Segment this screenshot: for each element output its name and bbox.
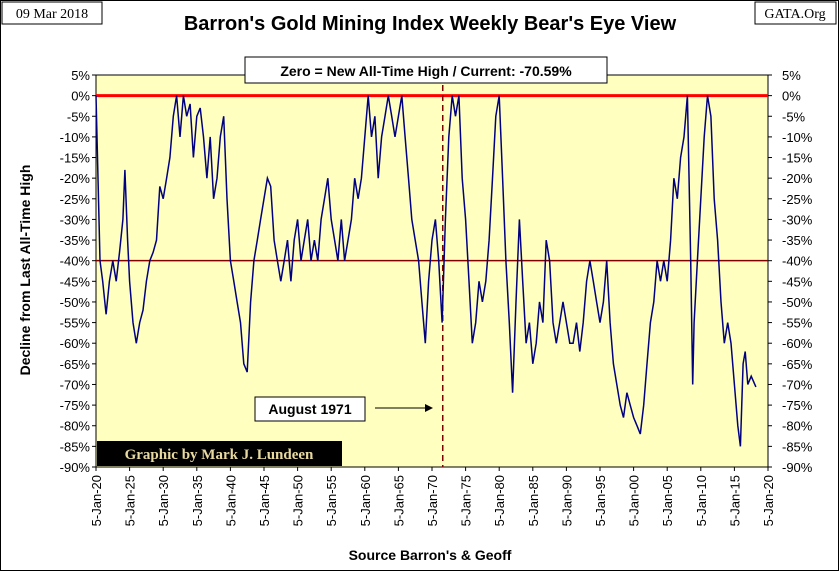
y-tick-label: -80% — [60, 419, 91, 434]
y2-tick-label: -10% — [782, 130, 813, 145]
y2-tick-label: -40% — [782, 254, 813, 269]
y2-tick-label: -85% — [782, 439, 813, 454]
y2-tick-label: 5% — [782, 68, 801, 83]
y2-tick-label: -90% — [782, 460, 813, 475]
annotation-box — [244, 56, 608, 84]
y-axis-label: Decline from Last All-Time High — [17, 165, 33, 376]
x-tick-label: 5-Jan-25 — [123, 475, 138, 526]
y-tick-label: -30% — [60, 212, 91, 227]
credit: Graphic by Mark J. Lundeen — [125, 447, 314, 463]
y2-tick-label: -30% — [782, 212, 813, 227]
x-axis-label: Source Barron's & Geoff — [349, 547, 512, 563]
y2-tick-label: -80% — [782, 419, 813, 434]
x-tick-label: 5-Jan-70 — [425, 475, 440, 526]
x-tick-label: 5-Jan-85 — [526, 475, 541, 526]
y2-tick-label: -50% — [782, 295, 813, 310]
x-tick-label: 5-Jan-20 — [761, 475, 776, 526]
index-line — [95, 95, 757, 447]
x-tick-label: 5-Jan-05 — [660, 475, 675, 526]
date-box — [1, 1, 103, 25]
y-tick-label: -90% — [60, 460, 91, 475]
x-tick-label: 5-Jan-65 — [391, 475, 406, 526]
y-tick-label: -35% — [60, 233, 91, 248]
y-tick-label: -85% — [60, 439, 91, 454]
x-tick-label: 5-Jan-80 — [492, 475, 507, 526]
x-tick-label: 5-Jan-50 — [291, 475, 306, 526]
y-tick-label: 5% — [71, 68, 90, 83]
y-tick-label: -60% — [60, 336, 91, 351]
x-tick-label: 5-Jan-95 — [593, 475, 608, 526]
annotation: Zero = New All-Time High / Current: -70.… — [280, 63, 572, 79]
x-tick-label: 5-Jan-45 — [257, 475, 272, 526]
y-tick-label: -40% — [60, 254, 91, 269]
site-box — [754, 1, 837, 25]
y2-tick-label: -75% — [782, 398, 813, 413]
y2-tick-label: -70% — [782, 377, 813, 392]
y-tick-label: -70% — [60, 377, 91, 392]
y-tick-label: -45% — [60, 274, 91, 289]
y-tick-label: -10% — [60, 130, 91, 145]
x-tick-label: 5-Jan-60 — [358, 475, 373, 526]
x-tick-label: 5-Jan-10 — [694, 475, 709, 526]
y2-tick-label: -60% — [782, 336, 813, 351]
y2-tick-label: -45% — [782, 274, 813, 289]
chart-title: Barron's Gold Mining Index Weekly Bear's… — [184, 13, 677, 35]
y2-tick-label: -55% — [782, 316, 813, 331]
arrow-head — [425, 404, 433, 412]
y-tick-label: -50% — [60, 295, 91, 310]
y-tick-label: -20% — [60, 171, 91, 186]
x-tick-label: 5-Jan-35 — [190, 475, 205, 526]
y2-tick-label: -65% — [782, 357, 813, 372]
y-tick-label: 0% — [71, 89, 90, 104]
x-tick-label: 5-Jan-55 — [324, 475, 339, 526]
x-tick-label: 5-Jan-15 — [727, 475, 742, 526]
x-tick-label: 5-Jan-30 — [156, 475, 171, 526]
y2-tick-label: 0% — [782, 89, 801, 104]
y2-tick-label: -20% — [782, 171, 813, 186]
y-tick-label: -75% — [60, 398, 91, 413]
x-tick-label: 5-Jan-90 — [559, 475, 574, 526]
x-tick-label: 5-Jan-00 — [627, 475, 642, 526]
y2-tick-label: -35% — [782, 233, 813, 248]
event-box — [254, 396, 366, 422]
y-tick-label: -25% — [60, 192, 91, 207]
x-tick-label: 5-Jan-20 — [89, 475, 104, 526]
x-tick-label: 5-Jan-75 — [459, 475, 474, 526]
credit-box — [97, 441, 342, 466]
y-tick-label: -65% — [60, 357, 91, 372]
y-tick-label: -55% — [60, 316, 91, 331]
y-tick-label: -15% — [60, 151, 91, 166]
y2-tick-label: -15% — [782, 151, 813, 166]
y2-tick-label: -5% — [782, 109, 806, 124]
date-label: 09 Mar 2018 — [16, 7, 88, 22]
y2-tick-label: -25% — [782, 192, 813, 207]
event-label: August 1971 — [268, 401, 351, 417]
x-tick-label: 5-Jan-40 — [223, 475, 238, 526]
site-label: GATA.Org — [764, 7, 825, 22]
y-tick-label: -5% — [67, 109, 91, 124]
